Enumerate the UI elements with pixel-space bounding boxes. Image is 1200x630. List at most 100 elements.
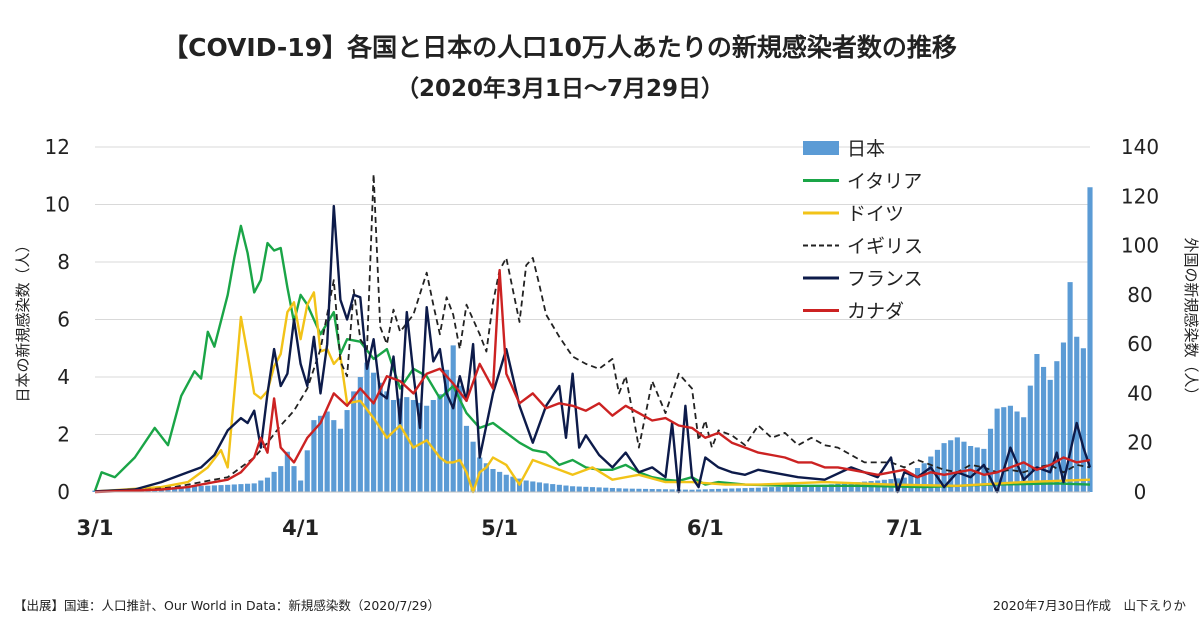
line-フランス: [94, 204, 1092, 494]
bar-japan: [769, 487, 775, 492]
chart-title: 【COVID-19】各国と日本の人口10万人あたりの新規感染者数の推移: [163, 33, 957, 62]
y-tick-left: 10: [45, 193, 70, 217]
y-tick-right: 100: [1121, 234, 1159, 258]
bar-japan: [490, 469, 496, 492]
bar-japan: [742, 488, 748, 492]
bar-japan: [696, 489, 702, 492]
y-axis-right-ticks: 0 20 40 60 80 100 120 140: [1121, 135, 1159, 504]
bar-japan: [616, 488, 622, 492]
bar-japan: [702, 489, 708, 492]
bar-japan: [437, 394, 443, 492]
bar-japan: [251, 483, 257, 492]
y-axis-right-label: 外国の新規感染数（人）: [1182, 237, 1200, 402]
bar-japan: [510, 476, 516, 492]
y-tick-left: 12: [45, 135, 70, 159]
y-axis-left-label: 日本の新規感染数（人）: [14, 237, 32, 402]
line-イタリア: [93, 224, 1091, 492]
bar-japan: [497, 471, 503, 492]
y-tick-right: 60: [1127, 332, 1152, 356]
bar-japan: [337, 428, 344, 492]
legend-label: ドイツ: [847, 203, 904, 225]
y-tick-right: 0: [1134, 480, 1147, 504]
bar-japan: [211, 485, 217, 492]
bar-japan: [563, 485, 569, 492]
bar-japan: [244, 483, 251, 492]
bar-japan: [351, 391, 357, 492]
bar-japan: [457, 385, 463, 492]
credit-note: 2020年7月30日作成 山下えりか: [993, 598, 1187, 613]
bar-japan: [1027, 385, 1033, 492]
y-tick-left: 2: [57, 423, 70, 447]
bar-japan: [570, 486, 576, 492]
bar-japan: [384, 391, 390, 492]
bar-japan: [828, 484, 834, 492]
bar-japan: [1087, 187, 1093, 492]
bar-japan: [1060, 342, 1067, 492]
bar-japan: [1074, 336, 1080, 492]
bar-japan: [417, 402, 423, 492]
bar-japan: [178, 486, 184, 492]
bar-japan: [729, 488, 735, 492]
bar-japan: [596, 487, 602, 492]
bar-japan: [324, 411, 330, 492]
bar-japan: [1014, 411, 1020, 492]
bar-japan: [715, 488, 722, 492]
legend-label: フランス: [847, 268, 923, 290]
line-series: [93, 173, 1092, 494]
source-note: 【出展】国連：人口推計、Our World in Data：新規感染数（2020…: [14, 598, 440, 613]
bar-japan: [536, 482, 543, 492]
y-tick-left: 6: [57, 308, 70, 332]
bar-japan: [855, 482, 861, 492]
bar-japan: [1040, 366, 1047, 492]
bar-japan: [795, 485, 801, 492]
bar-japan: [231, 484, 237, 492]
bar-japan: [311, 420, 317, 492]
bar-japan: [470, 441, 476, 492]
bar-japan: [278, 466, 284, 492]
legend-swatch: [803, 141, 839, 155]
x-tick: 3/1: [77, 516, 114, 540]
bar-japan: [371, 372, 377, 492]
line-ドイツ: [94, 291, 1091, 494]
bar-japan: [848, 482, 854, 492]
bar-japan: [948, 440, 954, 492]
bar-japan: [404, 397, 410, 492]
bar-japan: [530, 481, 536, 492]
bar-japan: [1047, 379, 1053, 492]
bar-japan: [225, 484, 231, 492]
bar-japan: [463, 425, 470, 492]
bar-japan: [656, 489, 662, 492]
bar-japan: [928, 456, 934, 492]
bar-japan: [642, 488, 649, 492]
x-axis-ticks: 3/1 4/1 5/1 6/1 7/1: [77, 516, 923, 540]
bar-japan: [709, 489, 715, 492]
bar-japan: [623, 488, 629, 492]
bar-japan: [258, 480, 264, 492]
bar-japan: [762, 487, 768, 492]
bar-japan: [841, 483, 848, 492]
bar-japan: [908, 472, 914, 492]
bar-japan: [443, 369, 450, 492]
y-tick-right: 120: [1121, 184, 1159, 208]
chart-subtitle: （2020年3月1日～7月29日）: [396, 75, 724, 102]
bar-japan: [987, 428, 994, 492]
bar-japan: [331, 420, 337, 492]
legend-label: 日本: [847, 138, 885, 160]
y-tick-right: 140: [1121, 135, 1159, 159]
line-イギリス: [94, 173, 1091, 493]
bar-japan: [994, 408, 1000, 492]
bar-japan: [1034, 354, 1040, 492]
bar-japan: [424, 405, 430, 492]
bar-japan: [802, 485, 808, 492]
bar-japan: [603, 487, 609, 492]
bar-japan: [735, 488, 742, 492]
y-tick-right: 80: [1127, 283, 1152, 307]
bar-japan: [364, 362, 370, 492]
bar-japan: [722, 488, 728, 492]
legend-label: イギリス: [847, 236, 923, 258]
y-tick-right: 40: [1127, 381, 1152, 405]
bar-japan: [782, 486, 788, 492]
bar-japan: [822, 484, 828, 492]
bar-japan: [649, 489, 655, 492]
